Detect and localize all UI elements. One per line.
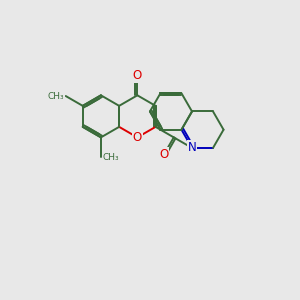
Text: O: O: [133, 69, 142, 82]
Text: CH₃: CH₃: [102, 152, 119, 161]
Text: CH₃: CH₃: [48, 92, 64, 100]
Text: O: O: [159, 148, 168, 161]
Text: N: N: [188, 141, 196, 154]
Text: O: O: [133, 131, 142, 144]
